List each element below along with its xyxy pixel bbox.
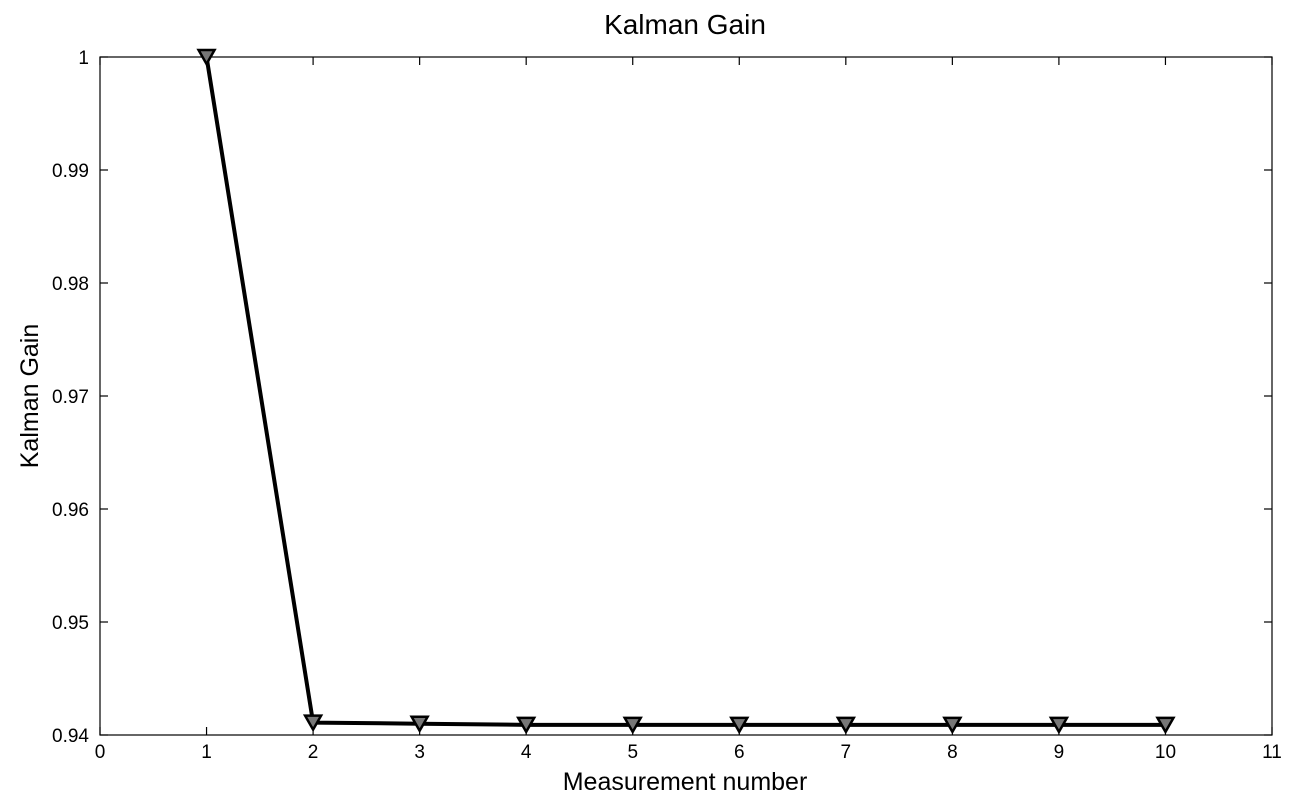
x-tick-label: 8: [947, 742, 958, 763]
series-line: [204, 56, 1166, 727]
series-layer: [196, 48, 1176, 735]
y-axis-label: Kalman Gain: [16, 324, 44, 469]
y-tick-label: 0.99: [52, 161, 89, 182]
y-tick-label: 0.98: [52, 274, 89, 295]
x-tick-label: 10: [1155, 742, 1176, 763]
data-point-marker: [302, 714, 324, 733]
x-tick-label: 0: [95, 742, 106, 763]
y-tick-label: 0.96: [52, 500, 89, 521]
chart-title: Kalman Gain: [604, 9, 766, 40]
x-tick-label: 9: [1054, 742, 1065, 763]
data-point-marker: [835, 716, 856, 735]
y-tick-label: 1: [78, 48, 89, 69]
x-tick-label: 5: [627, 742, 638, 763]
data-point-marker: [196, 48, 217, 67]
data-point-marker: [622, 716, 643, 735]
x-tick-label: 6: [734, 742, 745, 763]
y-axis: 0.94 0.95 0.96 0.97 0.98 0.99 1: [52, 48, 1272, 747]
data-point-marker: [942, 716, 963, 735]
data-point-marker: [1155, 716, 1176, 735]
x-tick-label: 3: [414, 742, 425, 763]
x-tick-label: 11: [1262, 742, 1282, 763]
y-tick-label: 0.95: [52, 613, 89, 634]
x-tick-label: 1: [201, 742, 212, 763]
x-axis-label: Measurement number: [563, 768, 808, 796]
x-tick-label: 7: [841, 742, 852, 763]
data-point-marker: [409, 715, 430, 734]
x-tick-label: 2: [308, 742, 319, 763]
data-point-marker: [516, 716, 537, 735]
y-tick-label: 0.94: [52, 726, 89, 747]
data-point-marker: [729, 716, 750, 735]
data-point-marker: [1048, 716, 1070, 735]
x-tick-label: 4: [521, 742, 532, 763]
y-tick-label: 0.97: [52, 387, 89, 408]
